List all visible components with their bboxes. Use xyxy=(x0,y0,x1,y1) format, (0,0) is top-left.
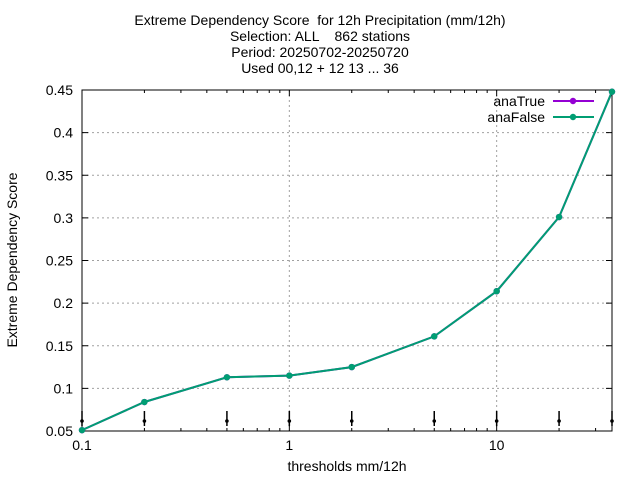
y-tick-label: 0.4 xyxy=(54,125,74,141)
threshold-marker-dot xyxy=(610,419,614,423)
threshold-marker-dot xyxy=(225,419,229,423)
chart-title-line-3: Period: 20250702-20250720 xyxy=(231,44,409,60)
x-tick-label: 10 xyxy=(489,437,505,453)
y-tick-label: 0.1 xyxy=(54,380,74,396)
y-tick-label: 0.2 xyxy=(54,295,74,311)
threshold-marker-dot xyxy=(349,419,354,423)
data-point-anaFalse xyxy=(141,398,148,406)
threshold-marker-dot xyxy=(287,419,292,423)
legend-label-anaTrue: anaTrue xyxy=(493,93,545,109)
data-point-anaFalse xyxy=(348,363,355,371)
data-point-anaFalse xyxy=(431,333,438,340)
threshold-markers xyxy=(80,411,614,426)
chart-title-line-2: Selection: ALL 862 stations xyxy=(229,28,411,44)
data-point-anaFalse xyxy=(78,426,86,434)
legend-marker-anaFalse xyxy=(569,113,577,121)
threshold-marker-dot xyxy=(494,419,499,423)
y-tick-label: 0.3 xyxy=(54,210,74,226)
x-axis-label: thresholds mm/12h xyxy=(287,458,406,474)
y-tick-label: 0.15 xyxy=(46,338,73,354)
chart-title-line-4: Used 00,12 + 12 13 ... 36 xyxy=(241,60,399,76)
x-axis-ticks: 0.1 1 10 xyxy=(72,90,597,453)
legend-marker-anaTrue xyxy=(569,97,577,105)
threshold-marker-dot xyxy=(557,419,561,423)
y-tick-label: 0.25 xyxy=(46,253,73,269)
legend-label-anaFalse: anaFalse xyxy=(487,109,545,125)
data-series xyxy=(78,88,616,434)
x-tick-label: 1 xyxy=(285,437,293,453)
y-tick-label: 0.45 xyxy=(46,82,73,98)
threshold-marker-dot xyxy=(432,419,437,423)
grid-lines xyxy=(82,90,612,431)
data-point-anaFalse xyxy=(555,213,563,221)
chart-title-line-1: Extreme Dependency Score for 12h Precipi… xyxy=(134,12,506,28)
y-tick-label: 0.35 xyxy=(46,167,73,183)
threshold-marker-dot xyxy=(142,419,147,423)
data-point-anaFalse xyxy=(608,88,616,95)
threshold-marker-dot xyxy=(80,419,84,423)
data-point-anaFalse xyxy=(286,372,293,379)
x-tick-label: 0.1 xyxy=(72,437,92,453)
y-axis-label: Extreme Dependency Score xyxy=(4,172,20,347)
y-axis-ticks: 0.05 0.1 0.15 0.2 0.25 0.3 0.35 0.4 0.45 xyxy=(46,82,612,439)
y-tick-label: 0.05 xyxy=(46,423,73,439)
data-point-anaFalse xyxy=(493,287,500,295)
data-point-anaFalse xyxy=(223,374,231,381)
